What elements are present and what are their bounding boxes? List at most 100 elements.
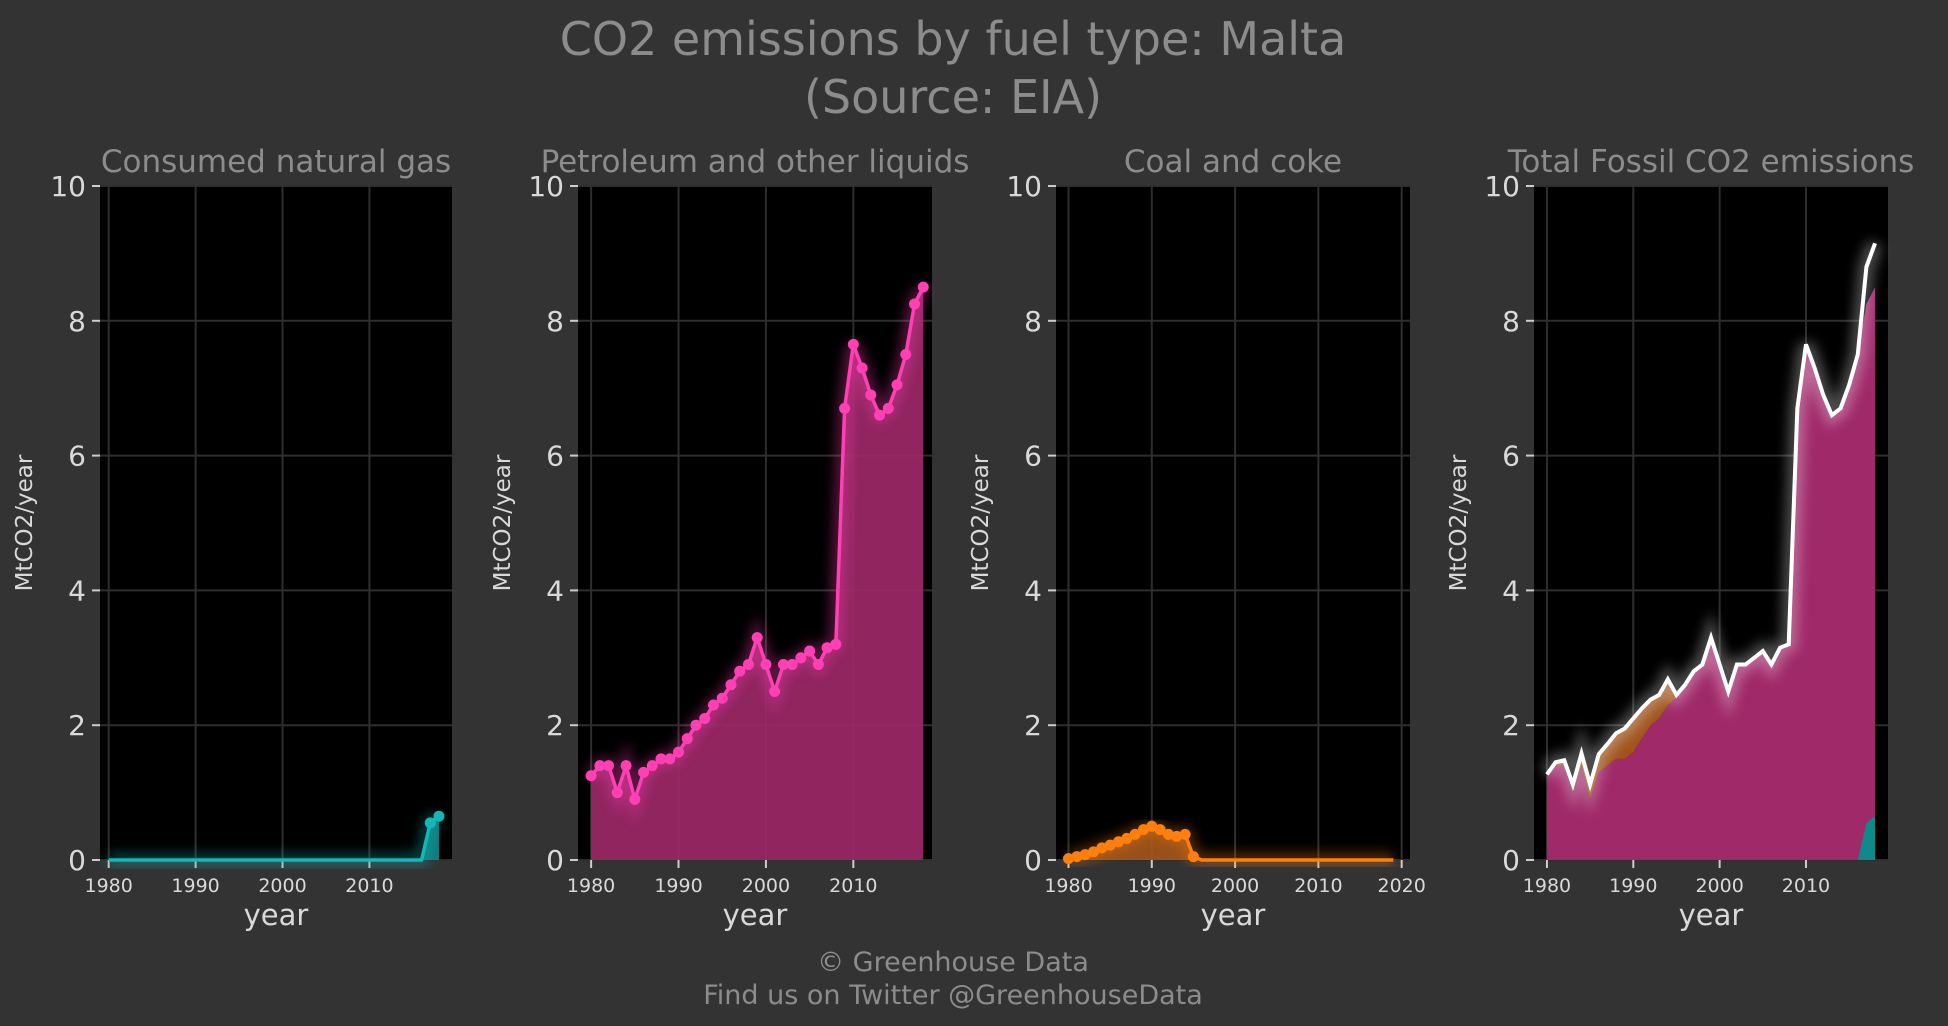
- y-axis-label: MtCO2/year: [490, 454, 516, 591]
- data-point: [751, 632, 763, 644]
- panel-title: Total Fossil CO2 emissions: [1507, 144, 1915, 180]
- y-tick-label: 0: [1502, 844, 1520, 877]
- data-point: [777, 659, 789, 671]
- data-point: [812, 659, 824, 671]
- data-point: [673, 746, 685, 758]
- y-tick-label: 8: [68, 305, 86, 338]
- x-tick-label: 2010: [1294, 875, 1342, 897]
- data-point: [909, 298, 921, 310]
- x-axis-label: year: [244, 898, 309, 932]
- petroleum-area: [1546, 287, 1876, 861]
- chart-title: CO2 emissions by fuel type: Malta (Sourc…: [0, 10, 1906, 126]
- panel-title: Consumed natural gas: [101, 144, 451, 180]
- data-point: [839, 402, 851, 414]
- data-point: [900, 349, 912, 360]
- panel-background: [100, 186, 452, 860]
- panel-2: Petroleum and other liquids 0 2 4 6 8 10 1980 19…: [490, 144, 969, 932]
- panel-background: [1056, 186, 1410, 860]
- y-tick-label: 4: [1502, 574, 1520, 607]
- title-line-2: (Source: EIA): [803, 70, 1103, 124]
- data-point: [690, 719, 702, 731]
- y-axis-label: MtCO2/year: [1446, 454, 1472, 591]
- title-line-1: CO2 emissions by fuel type: Malta: [559, 12, 1347, 66]
- data-point: [646, 760, 658, 772]
- data-point: [804, 645, 816, 657]
- data-point: [699, 712, 711, 724]
- y-tick-label: 0: [1024, 844, 1042, 877]
- data-point: [585, 770, 597, 782]
- x-tick-label: 2010: [345, 875, 393, 897]
- y-tick-label: 8: [1024, 305, 1042, 338]
- footer-copyright: © Greenhouse Data: [817, 947, 1089, 978]
- data-point: [629, 793, 641, 805]
- data-point: [1146, 820, 1158, 832]
- x-tick-label: 2000: [258, 875, 306, 897]
- data-point: [681, 733, 693, 745]
- data-point: [882, 402, 894, 414]
- data-point: [786, 659, 798, 671]
- data-point: [1179, 828, 1191, 840]
- data-point: [760, 659, 772, 671]
- x-tick-label: 2020: [1377, 875, 1425, 897]
- y-tick-label: 10: [50, 170, 86, 203]
- data-point: [1121, 832, 1133, 844]
- panel-title: Coal and coke: [1124, 144, 1342, 180]
- x-tick-label: 2010: [1782, 875, 1830, 897]
- x-tick-label: 2000: [1211, 875, 1259, 897]
- panel-3: Coal and coke 0 2 4 6 8 10 1980 1990 2000 2010 2020…: [968, 144, 1426, 932]
- data-point: [716, 692, 728, 704]
- y-tick-label: 6: [1502, 440, 1520, 473]
- data-point: [1137, 824, 1149, 836]
- y-tick-label: 10: [1484, 170, 1520, 203]
- panel-1: Consumed natural gas 0 2 4 6 8 10 1980 1990 2000 2…: [12, 144, 452, 932]
- data-point: [1104, 839, 1116, 851]
- data-point: [891, 379, 903, 391]
- x-axis-label: year: [1679, 898, 1744, 932]
- data-point: [1112, 836, 1124, 848]
- x-tick-label: 1990: [1609, 875, 1657, 897]
- data-point: [1162, 828, 1174, 840]
- data-point: [847, 338, 859, 350]
- data-point: [620, 760, 632, 772]
- x-tick-label: 1980: [567, 875, 615, 897]
- series-line: [108, 814, 441, 862]
- series-area: [1068, 826, 1394, 860]
- x-tick-label: 2000: [1695, 875, 1743, 897]
- y-tick-label: 8: [1502, 305, 1520, 338]
- data-point: [1087, 846, 1099, 858]
- data-point: [1154, 824, 1166, 836]
- data-point: [917, 281, 929, 293]
- footer-twitter: Find us on Twitter @GreenhouseData: [703, 980, 1203, 1011]
- data-point: [707, 699, 719, 711]
- data-point: [433, 810, 445, 822]
- data-point: [638, 766, 650, 778]
- x-tick-label: 2010: [829, 875, 877, 897]
- data-point: [769, 686, 781, 697]
- y-tick-label: 4: [546, 574, 564, 607]
- data-point: [424, 817, 436, 829]
- y-axis-label: MtCO2/year: [12, 454, 38, 591]
- data-point: [821, 642, 833, 654]
- data-point: [1096, 842, 1108, 854]
- y-tick-label: 6: [1024, 440, 1042, 473]
- data-point: [725, 679, 737, 691]
- y-tick-label: 0: [68, 844, 86, 877]
- data-point: [742, 659, 754, 671]
- series-area: [591, 287, 924, 861]
- y-tick-label: 6: [68, 440, 86, 473]
- y-tick-label: 10: [528, 170, 564, 203]
- x-tick-label: 1990: [171, 875, 219, 897]
- data-point: [1171, 830, 1183, 842]
- data-point: [1062, 853, 1074, 865]
- data-point: [664, 753, 676, 765]
- data-point: [655, 753, 667, 765]
- y-tick-label: 2: [546, 709, 564, 742]
- y-tick-label: 2: [1502, 709, 1520, 742]
- data-point: [1079, 849, 1091, 861]
- y-tick-label: 8: [546, 305, 564, 338]
- y-axis-label: MtCO2/year: [968, 454, 994, 591]
- x-tick-label: 1990: [654, 875, 702, 897]
- x-tick-label: 2000: [742, 875, 790, 897]
- x-tick-label: 1980: [85, 875, 133, 897]
